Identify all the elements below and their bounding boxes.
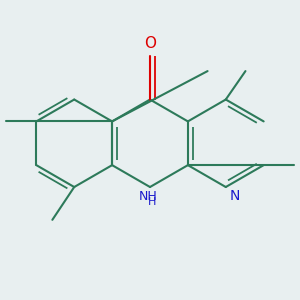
Text: NH: NH [139, 190, 158, 202]
Text: H: H [148, 197, 156, 207]
Text: N: N [229, 189, 239, 203]
Text: O: O [144, 36, 156, 51]
